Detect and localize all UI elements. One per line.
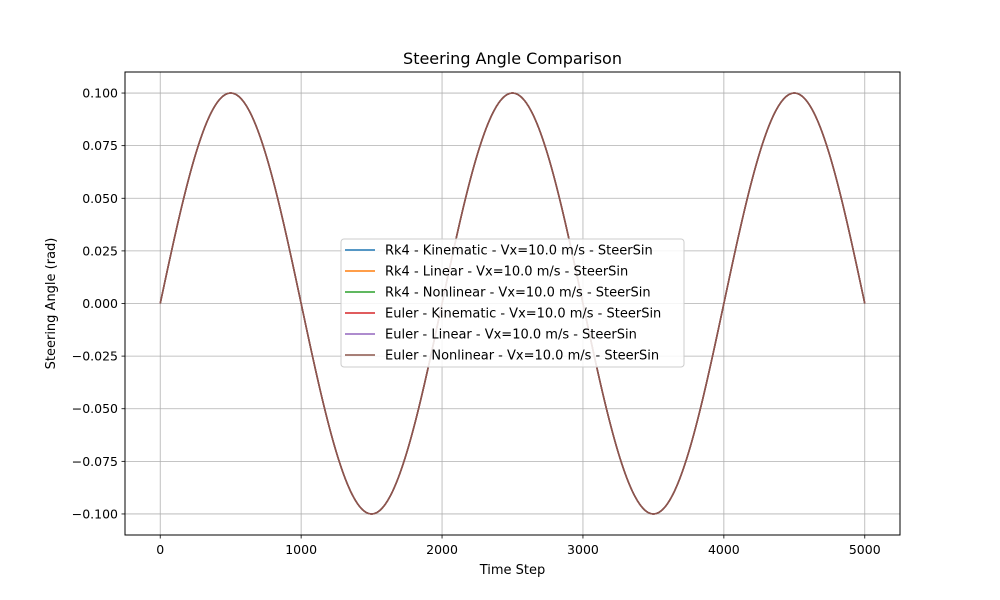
series-lines	[159, 92, 866, 515]
legend: Rk4 - Kinematic - Vx=10.0 m/s - SteerSin…	[340, 238, 685, 368]
x-tick-label: 0	[156, 542, 164, 557]
y-tick-label: −0.050	[72, 401, 118, 416]
x-tick-label: 5000	[849, 542, 881, 557]
x-tick-label: 2000	[426, 542, 458, 557]
axis-ticks: 0 1000 2000 3000 4000 5000 0.100 0.075 0.050 0.02…	[72, 86, 881, 557]
legend-label: Rk4 - Nonlinear - Vx=10.0 m/s - SteerSin	[385, 286, 651, 301]
y-tick-label: 0.050	[82, 191, 118, 206]
x-axis-label: Time Step	[479, 563, 546, 578]
legend-label: Euler - Linear - Vx=10.0 m/s - SteerSin	[385, 328, 637, 343]
legend-label: Euler - Nonlinear - Vx=10.0 m/s - SteerS…	[385, 349, 659, 364]
x-tick-label: 3000	[567, 542, 599, 557]
y-tick-label: −0.075	[72, 454, 118, 469]
chart-title: Steering Angle Comparison	[403, 49, 622, 68]
y-tick-label: 0.100	[82, 86, 118, 101]
legend-box	[340, 238, 685, 368]
x-tick-label: 1000	[285, 542, 317, 557]
y-axis-label: Steering Angle (rad)	[44, 238, 59, 370]
legend-label: Euler - Kinematic - Vx=10.0 m/s - SteerS…	[385, 307, 661, 322]
y-tick-label: 0.025	[82, 243, 118, 258]
legend-label: Rk4 - Kinematic - Vx=10.0 m/s - SteerSin	[385, 244, 653, 259]
y-tick-label: 0.075	[82, 138, 118, 153]
y-tick-label: 0.000	[82, 296, 118, 311]
legend-label: Rk4 - Linear - Vx=10.0 m/s - SteerSin	[385, 265, 628, 280]
y-tick-label: −0.100	[72, 506, 118, 521]
series-line-6	[159, 92, 866, 515]
y-tick-label: −0.025	[72, 349, 118, 364]
x-tick-label: 4000	[708, 542, 740, 557]
